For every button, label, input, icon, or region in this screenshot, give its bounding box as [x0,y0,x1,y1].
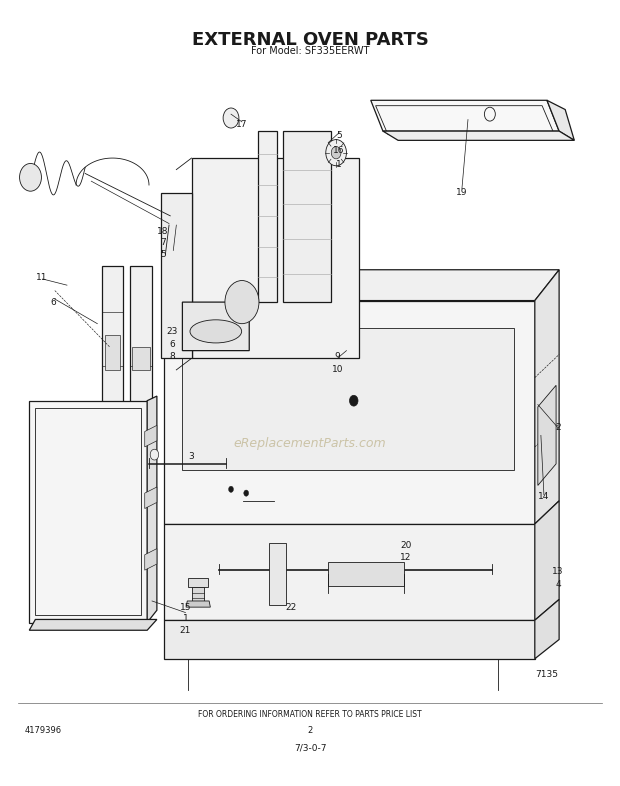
Polygon shape [144,425,157,447]
Bar [182,328,513,470]
Text: 2: 2 [555,423,560,432]
Polygon shape [182,302,249,351]
Polygon shape [186,601,210,607]
Text: 13: 13 [552,567,564,576]
Ellipse shape [190,320,242,343]
Text: 5: 5 [336,131,342,140]
Polygon shape [535,270,559,524]
Text: 16: 16 [334,146,345,155]
Polygon shape [130,266,152,474]
Text: 22: 22 [285,603,296,612]
Text: 8: 8 [169,352,175,362]
Polygon shape [383,131,574,141]
Text: 6: 6 [169,340,175,349]
Text: 4: 4 [555,579,560,589]
Polygon shape [535,600,559,659]
Polygon shape [371,101,559,131]
Text: 1: 1 [336,160,342,170]
Text: 4179396: 4179396 [24,725,61,735]
Polygon shape [164,524,535,620]
Circle shape [229,487,234,492]
Text: 19: 19 [456,188,467,197]
Text: EXTERNAL OVEN PARTS: EXTERNAL OVEN PARTS [192,31,428,49]
Text: 20: 20 [401,541,412,550]
Text: 5: 5 [160,250,166,259]
Text: 7135: 7135 [535,670,558,678]
Polygon shape [164,300,535,524]
Circle shape [20,163,42,191]
Polygon shape [161,193,192,358]
Text: 17: 17 [236,120,248,130]
Polygon shape [29,401,147,623]
Polygon shape [169,212,187,225]
Polygon shape [535,501,559,620]
Text: 10: 10 [332,365,343,374]
Text: 18: 18 [157,226,169,236]
Polygon shape [29,619,157,630]
Polygon shape [328,563,404,586]
Circle shape [150,450,159,460]
Polygon shape [132,424,149,439]
Polygon shape [102,266,123,474]
Polygon shape [147,396,157,623]
Text: 21: 21 [180,626,191,635]
Polygon shape [547,101,574,141]
Text: 15: 15 [180,603,191,612]
Text: 7/3-0-7: 7/3-0-7 [294,744,326,752]
Text: For Model: SF335EERWT: For Model: SF335EERWT [251,46,369,57]
Polygon shape [268,543,286,605]
Polygon shape [192,587,204,601]
Polygon shape [144,549,157,570]
Text: 3: 3 [188,452,195,461]
Circle shape [223,108,239,128]
Polygon shape [144,487,157,509]
Circle shape [350,395,358,406]
Text: FOR ORDERING INFORMATION REFER TO PARTS PRICE LIST: FOR ORDERING INFORMATION REFER TO PARTS … [198,711,422,719]
Polygon shape [132,347,149,370]
Text: 12: 12 [401,553,412,561]
Polygon shape [192,158,358,358]
Circle shape [326,140,347,166]
Polygon shape [188,578,208,587]
Text: 1: 1 [182,614,188,623]
Text: 9: 9 [334,351,340,361]
Polygon shape [105,335,120,370]
Text: eReplacementParts.com: eReplacementParts.com [234,436,386,450]
Text: 2: 2 [308,725,312,735]
Text: 23: 23 [166,327,178,336]
Text: 11: 11 [36,273,47,282]
Polygon shape [164,620,535,659]
Circle shape [225,281,259,324]
Circle shape [244,490,249,496]
Circle shape [331,146,341,159]
Text: 6: 6 [51,298,56,307]
Polygon shape [259,131,277,302]
Text: 14: 14 [538,493,549,501]
Polygon shape [538,385,556,486]
Polygon shape [283,131,331,302]
Text: 7: 7 [160,238,166,248]
Polygon shape [164,270,559,300]
Polygon shape [105,447,120,466]
